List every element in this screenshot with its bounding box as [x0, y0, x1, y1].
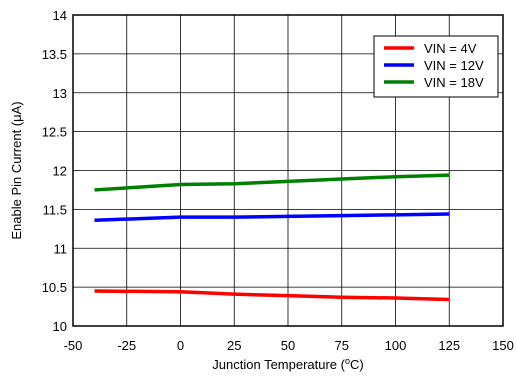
x-tick-label: 0: [177, 338, 184, 353]
legend-label-3: VIN = 18V: [424, 75, 484, 90]
x-tick-label: 75: [335, 338, 349, 353]
x-axis-title: Junction Temperature (oC): [212, 356, 363, 372]
y-tick-label: 13: [53, 86, 67, 101]
x-tick-label: 50: [281, 338, 295, 353]
plot-frame: [72, 14, 504, 327]
series-line-2: [94, 212, 450, 223]
y-tick-label: 11.5: [43, 202, 67, 217]
legend-label-2: VIN = 12V: [424, 58, 484, 73]
y-tick-label: 14: [53, 8, 67, 23]
y-tick-label: 12.5: [42, 125, 67, 140]
x-tick-label: 25: [227, 338, 241, 353]
y-axis-title: Enable Pin Current (μA): [9, 101, 24, 239]
x-tick-label: 125: [438, 338, 460, 353]
x-tick-label: 150: [492, 338, 514, 353]
y-tick-labels: 10 10.5 11 11.5 12 12.5 13 13.5 14: [42, 8, 67, 334]
x-tick-label: 100: [385, 338, 407, 353]
legend-label-1: VIN = 4V: [424, 41, 477, 56]
y-tick-label: 10.5: [42, 280, 67, 295]
y-tick-label: 11: [54, 241, 68, 256]
x-tick-label: -50: [64, 338, 83, 353]
x-axis-title-superscript: o: [345, 356, 350, 366]
y-tick-label: 10: [53, 319, 67, 334]
series-line-3: [94, 173, 450, 192]
y-tick-label: 13.5: [42, 47, 67, 62]
x-tick-labels: -50 -25 0 25 50 75 100 125 150: [64, 338, 514, 353]
series-lines: [94, 173, 450, 302]
x-axis-title-unit: C): [350, 357, 364, 372]
series-line-1: [94, 289, 450, 302]
x-tick-label: -25: [117, 338, 136, 353]
y-tick-label: 12: [53, 164, 67, 179]
legend: VIN = 4V VIN = 12V VIN = 18V: [373, 35, 499, 98]
